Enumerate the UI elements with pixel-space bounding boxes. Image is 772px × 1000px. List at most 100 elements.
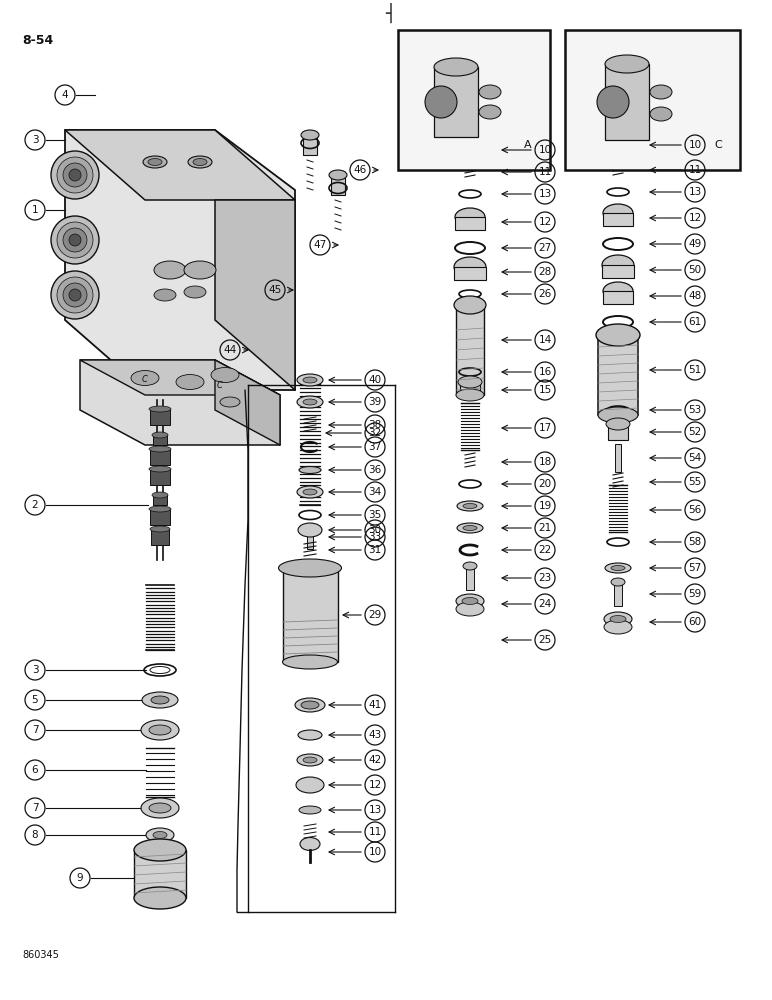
Bar <box>398 30 550 170</box>
Text: C: C <box>142 375 148 384</box>
Text: 46: 46 <box>354 165 367 175</box>
Ellipse shape <box>456 602 484 616</box>
Text: 28: 28 <box>538 267 552 277</box>
Ellipse shape <box>141 720 179 740</box>
Ellipse shape <box>605 563 631 573</box>
Ellipse shape <box>602 255 634 275</box>
Ellipse shape <box>297 396 323 408</box>
Text: 32: 32 <box>368 428 381 438</box>
Ellipse shape <box>455 208 485 226</box>
Ellipse shape <box>188 156 212 168</box>
Text: 34: 34 <box>368 487 381 497</box>
Bar <box>455 217 485 230</box>
Ellipse shape <box>151 696 169 704</box>
Text: 57: 57 <box>689 563 702 573</box>
Circle shape <box>63 228 87 252</box>
Text: 52: 52 <box>689 427 702 437</box>
Ellipse shape <box>149 725 171 735</box>
Ellipse shape <box>611 566 625 570</box>
Ellipse shape <box>605 55 649 73</box>
Bar <box>283 567 338 662</box>
Bar <box>603 213 633 226</box>
Bar <box>150 509 170 525</box>
Ellipse shape <box>479 105 501 119</box>
Ellipse shape <box>650 107 672 121</box>
Text: 11: 11 <box>538 167 552 177</box>
Polygon shape <box>80 360 280 445</box>
Ellipse shape <box>148 158 162 165</box>
Bar <box>434 67 478 137</box>
Bar <box>603 291 633 304</box>
Text: 43: 43 <box>368 730 381 740</box>
Bar <box>565 30 740 170</box>
Bar <box>456 305 484 395</box>
Ellipse shape <box>463 562 477 570</box>
Text: 13: 13 <box>689 187 702 197</box>
Text: 13: 13 <box>538 189 552 199</box>
Text: 22: 22 <box>538 545 552 555</box>
Ellipse shape <box>297 374 323 386</box>
Ellipse shape <box>154 289 176 301</box>
Ellipse shape <box>611 578 625 586</box>
Ellipse shape <box>463 504 477 508</box>
Text: 51: 51 <box>689 365 702 375</box>
Ellipse shape <box>279 559 341 577</box>
Ellipse shape <box>457 501 483 511</box>
Circle shape <box>63 283 87 307</box>
Ellipse shape <box>303 489 317 495</box>
Ellipse shape <box>603 204 633 222</box>
Text: 45: 45 <box>269 285 282 295</box>
Ellipse shape <box>142 692 178 708</box>
Text: 5: 5 <box>32 695 39 705</box>
Ellipse shape <box>176 374 204 389</box>
Text: 14: 14 <box>538 335 552 345</box>
Text: 56: 56 <box>689 505 702 515</box>
Text: 2: 2 <box>32 500 39 510</box>
Circle shape <box>51 271 99 319</box>
Text: 11: 11 <box>689 165 702 175</box>
Ellipse shape <box>454 296 486 314</box>
Bar <box>134 850 186 898</box>
Ellipse shape <box>143 156 167 168</box>
Text: 26: 26 <box>538 289 552 299</box>
Text: 3: 3 <box>32 135 39 145</box>
Ellipse shape <box>134 887 186 909</box>
Ellipse shape <box>303 757 317 763</box>
Text: 41: 41 <box>368 700 381 710</box>
Text: 8-54: 8-54 <box>22 34 53 47</box>
Ellipse shape <box>303 377 317 383</box>
Text: 8: 8 <box>32 830 39 840</box>
Text: 20: 20 <box>538 479 551 489</box>
Text: 54: 54 <box>689 453 702 463</box>
Ellipse shape <box>154 261 186 279</box>
Ellipse shape <box>303 399 317 405</box>
Ellipse shape <box>131 370 159 385</box>
Ellipse shape <box>149 446 171 452</box>
Bar <box>303 135 317 155</box>
Ellipse shape <box>211 367 239 382</box>
Ellipse shape <box>329 170 347 180</box>
Ellipse shape <box>300 838 320 850</box>
Circle shape <box>57 222 93 258</box>
Text: 30: 30 <box>368 525 381 535</box>
Ellipse shape <box>479 85 501 99</box>
Bar <box>150 449 170 465</box>
Text: 58: 58 <box>689 537 702 547</box>
Ellipse shape <box>297 486 323 498</box>
Text: 16: 16 <box>538 367 552 377</box>
Ellipse shape <box>141 798 179 818</box>
Text: 53: 53 <box>689 405 702 415</box>
Ellipse shape <box>610 615 626 622</box>
Text: 12: 12 <box>538 217 552 227</box>
Bar <box>153 435 167 445</box>
Text: 23: 23 <box>538 573 552 583</box>
Text: A: A <box>524 140 532 150</box>
Ellipse shape <box>650 85 672 99</box>
Bar <box>307 525 313 549</box>
Ellipse shape <box>298 730 322 740</box>
Text: 39: 39 <box>368 397 381 407</box>
Ellipse shape <box>604 620 632 634</box>
Ellipse shape <box>454 257 486 277</box>
Polygon shape <box>80 360 280 395</box>
Ellipse shape <box>220 397 240 407</box>
